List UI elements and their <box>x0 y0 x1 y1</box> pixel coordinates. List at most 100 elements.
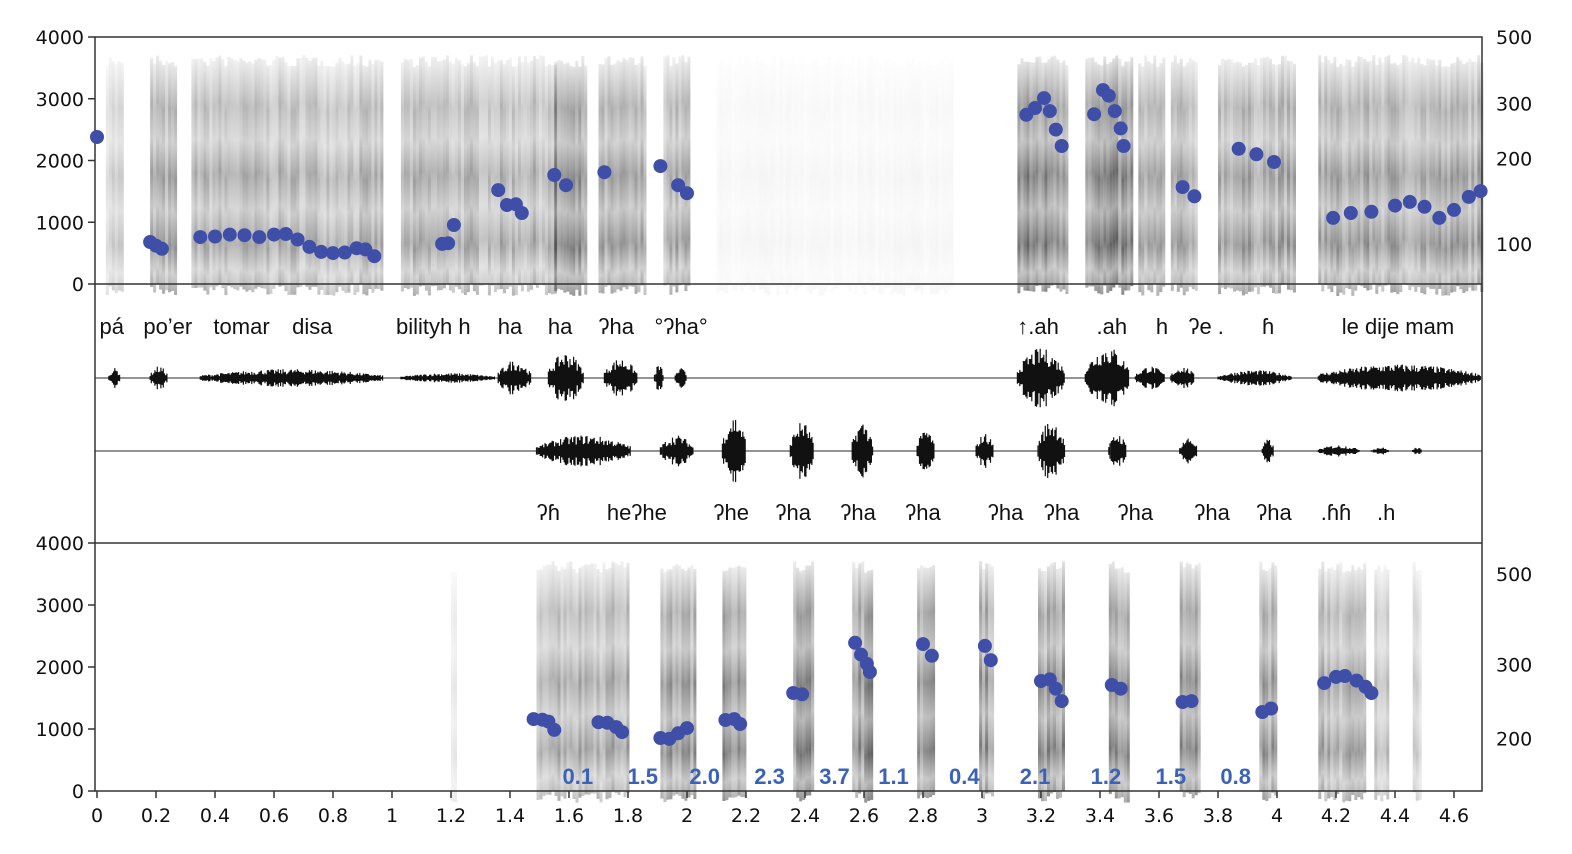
pitch-point <box>1048 122 1063 137</box>
spectrogram-band <box>275 55 279 285</box>
spectrogram-band <box>920 565 924 796</box>
spectrogram-band <box>1342 65 1346 295</box>
spectrogram-band <box>299 57 303 287</box>
spectrogram-band <box>857 55 861 285</box>
spectrogram-band <box>575 572 579 803</box>
spectrogram-band <box>1059 567 1062 798</box>
spectrogram-band <box>551 561 555 792</box>
spectrogram-band <box>782 58 786 288</box>
spectrogram-band <box>1272 64 1275 294</box>
spectrogram-band <box>926 55 930 285</box>
spectrogram-band <box>105 66 109 296</box>
spectrogram-band <box>637 63 641 293</box>
speaker-a-waveform-burst <box>653 366 664 390</box>
top-spectrogram-panel <box>105 55 1484 296</box>
spectrogram-band <box>935 64 939 294</box>
spectrogram-band <box>557 570 561 801</box>
spectrogram-band <box>466 63 470 293</box>
spectrogram-band <box>1271 562 1275 793</box>
transcript-bottom-label: ʔha <box>840 500 876 525</box>
spectrogram-band <box>427 66 431 296</box>
spectrogram-band <box>1330 63 1334 293</box>
spectrogram-band <box>1415 570 1419 801</box>
spectrogram-band <box>117 61 121 291</box>
spectrogram-band <box>684 62 688 292</box>
pitch-point <box>1048 681 1063 696</box>
spectrogram-band <box>870 569 874 800</box>
spectrogram-band <box>529 60 533 290</box>
pitch-point <box>680 186 694 201</box>
waveform-panel <box>95 348 1482 482</box>
pitch-point <box>1388 198 1402 213</box>
pitch-point <box>671 178 686 193</box>
spectrogram-band <box>1112 58 1116 288</box>
spectrogram-band <box>197 58 201 288</box>
spectrogram-band <box>311 57 315 287</box>
spectrogram-band <box>1029 62 1033 292</box>
speaker-a-waveform-burst <box>1134 366 1165 390</box>
spectrogram-band <box>350 55 354 285</box>
spectrogram-band <box>1121 65 1125 295</box>
spectrogram-band <box>666 55 670 285</box>
spectrogram-band <box>941 59 945 289</box>
spectrogram-band <box>1141 66 1145 296</box>
spectrogram-band <box>799 571 803 802</box>
pitch-point <box>680 721 694 736</box>
spectrogram-band <box>209 58 213 288</box>
spectrogram-band <box>611 561 615 792</box>
spectrogram-band <box>412 66 416 296</box>
spectrogram-band <box>932 65 936 295</box>
spectrogram-band <box>932 565 936 796</box>
spectrogram-band <box>608 567 612 798</box>
spectrogram-band <box>1020 58 1024 288</box>
pitch-point <box>491 183 506 198</box>
spectrogram-band <box>539 569 543 800</box>
pitch-point <box>977 638 992 653</box>
spectrogram-band <box>478 56 482 286</box>
spectrogram-band <box>855 65 858 294</box>
transcript-top-label: po’er <box>143 314 192 339</box>
spectrogram-band <box>517 56 521 286</box>
spectrogram-band <box>487 66 491 296</box>
x-tick-label: 4.4 <box>1380 805 1410 827</box>
spectrogram-band <box>1106 63 1110 293</box>
spectrogram-band <box>1369 60 1373 290</box>
spectrogram-band <box>1327 59 1331 289</box>
spectrogram-band <box>1432 59 1436 289</box>
spectrogram-band <box>1111 561 1115 792</box>
spectrogram-band <box>377 59 381 289</box>
pitch-point <box>290 232 305 247</box>
spectrogram-band <box>899 64 903 294</box>
spectrogram-band <box>1056 59 1060 289</box>
spectrogram-band <box>490 56 494 286</box>
spectrogram-band <box>305 57 309 287</box>
spectrogram-band <box>335 63 339 293</box>
spectrogram-band <box>156 55 160 285</box>
spectrogram-band <box>788 58 792 288</box>
spectrogram-band <box>1041 62 1045 292</box>
spectrogram-band <box>1386 569 1390 800</box>
spectrogram-band <box>302 55 306 285</box>
transcript-top-label: disa <box>292 314 333 339</box>
spectrogram-band <box>1390 63 1394 293</box>
spectrogram-band <box>773 56 777 286</box>
spectrogram-band <box>344 64 348 294</box>
pitch-point <box>1447 202 1461 217</box>
spectrogram-band <box>191 59 195 289</box>
spectrogram-band <box>687 56 691 286</box>
spectrogram-band <box>320 60 324 290</box>
spectrogram-band <box>872 60 876 290</box>
spectrogram-band <box>722 570 726 801</box>
spectrogram-band <box>1293 63 1296 293</box>
spectrogram-band <box>1091 57 1095 287</box>
pitch-point <box>1113 121 1128 136</box>
spectrogram-band <box>660 568 664 799</box>
y-tick-label: 3000 <box>36 89 84 111</box>
spectrogram-band <box>572 66 576 296</box>
spectrogram-band <box>1044 62 1048 292</box>
spectrogram-band <box>812 61 816 291</box>
spectrogram-band <box>1381 62 1385 292</box>
spectrogram-band <box>203 61 207 291</box>
x-tick-label: 1.8 <box>613 805 643 827</box>
duration-label: 2.3 <box>754 764 785 789</box>
